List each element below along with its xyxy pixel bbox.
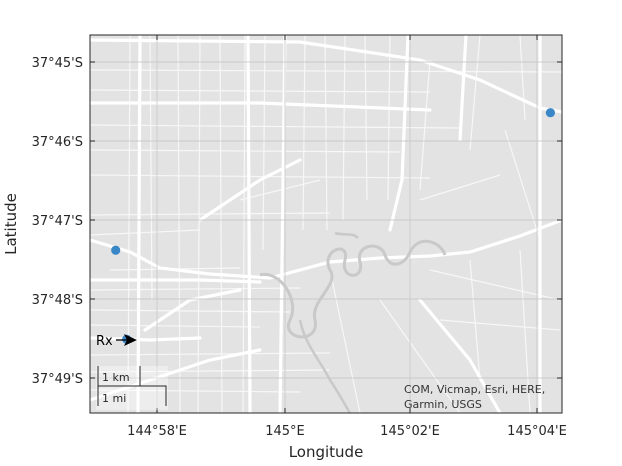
tick-marks bbox=[90, 35, 562, 413]
y-tick-label: 37°45'S bbox=[32, 56, 83, 71]
y-axis-label: Latitude bbox=[2, 193, 20, 255]
attribution-line-2: Garmin, USGS bbox=[404, 398, 482, 411]
rx-label: Rx bbox=[96, 334, 113, 349]
x-tick-label: 145°02'E bbox=[380, 424, 440, 439]
scale-mi-label: 1 mi bbox=[102, 392, 126, 405]
y-tick-label: 37°49'S bbox=[32, 372, 83, 387]
x-tick-label: 145°E bbox=[265, 424, 305, 439]
x-tick-label: 144°58'E bbox=[127, 424, 187, 439]
rx-annotation: Rx bbox=[96, 334, 137, 349]
y-tick-label: 37°46'S bbox=[32, 135, 83, 150]
map-marker[interactable] bbox=[545, 108, 556, 118]
map-marker[interactable] bbox=[111, 245, 121, 255]
basemap bbox=[90, 35, 562, 413]
y-tick-label: 37°48'S bbox=[32, 293, 83, 308]
y-tick-label: 37°47'S bbox=[32, 214, 83, 229]
river bbox=[259, 240, 447, 339]
grid-lines bbox=[90, 35, 562, 413]
arrow-icon bbox=[124, 334, 137, 346]
scale-bar: 1 km 1 mi bbox=[96, 366, 168, 410]
scale-km-label: 1 km bbox=[102, 371, 130, 384]
plot-frame bbox=[89, 34, 563, 414]
attribution-line-1: COM, Vicmap, Esri, HERE, bbox=[404, 383, 545, 396]
x-axis-label: Longitude bbox=[289, 443, 364, 461]
x-tick-label: 145°04'E bbox=[507, 424, 567, 439]
